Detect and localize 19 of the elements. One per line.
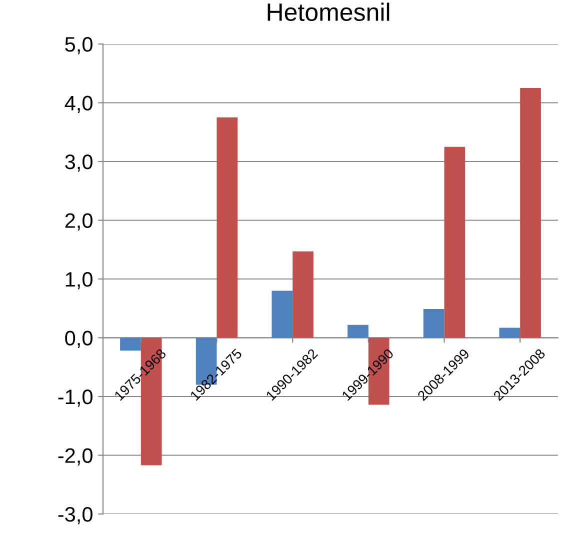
bar: [520, 88, 541, 338]
y-tick-label: -2,0: [58, 448, 92, 466]
y-tick-label: 4,0: [64, 96, 92, 113]
y-tick-label: -3,0: [58, 507, 92, 524]
y-tick-label: 3,0: [65, 154, 92, 172]
y-tick-label: 1,0: [66, 272, 92, 290]
bar: [216, 117, 238, 338]
bar: [120, 338, 141, 351]
y-tick-label: 2,0: [65, 213, 92, 230]
chart-title: Hetomesnil: [268, 2, 390, 22]
y-tick-label: 5,0: [65, 37, 92, 54]
bar: [499, 328, 520, 338]
bar: [292, 251, 314, 338]
y-tick-label: 0,0: [65, 330, 92, 348]
bar: [272, 290, 293, 338]
y-tick-label: -1,0: [58, 390, 92, 407]
bar: [423, 308, 444, 338]
bar: [444, 146, 466, 338]
bar: [348, 324, 368, 338]
